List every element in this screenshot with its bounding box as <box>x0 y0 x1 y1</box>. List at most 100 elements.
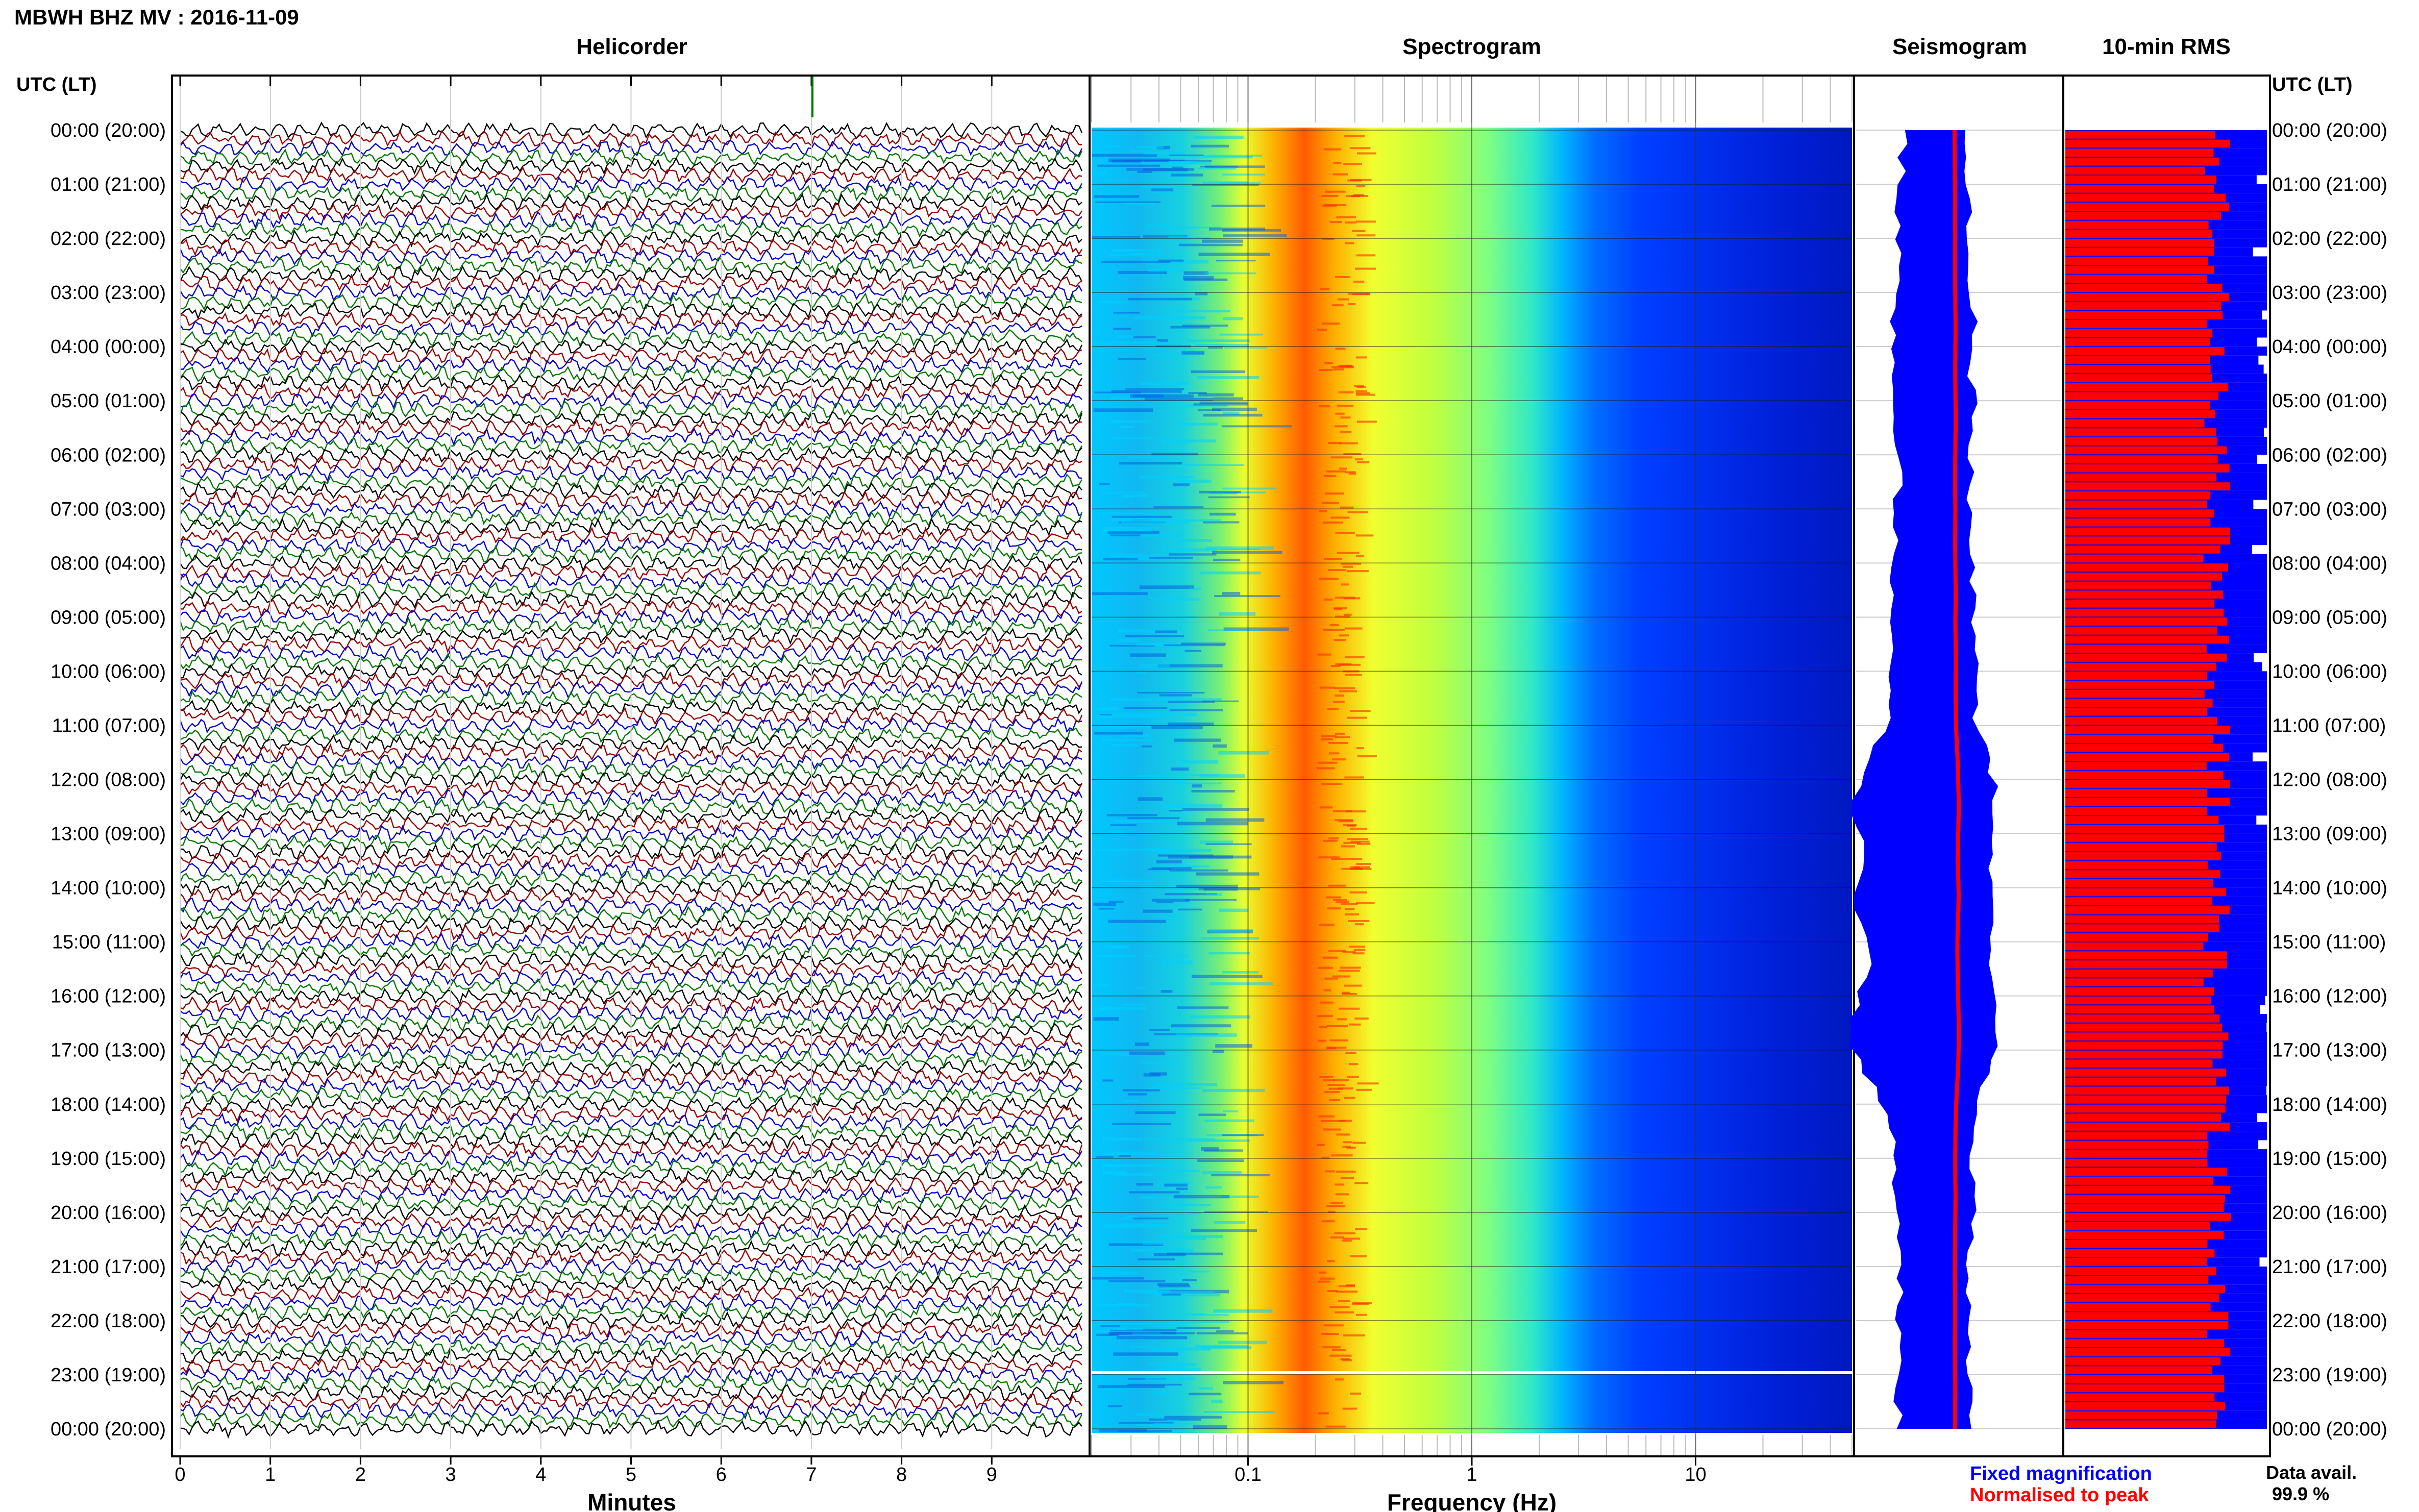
legend-normalised: Normalised to peak <box>1970 1484 2149 1506</box>
spectrogram-streak <box>1110 518 1131 522</box>
spectrogram-streak <box>1118 358 1146 360</box>
spectrogram-peak-streak <box>1349 1023 1361 1026</box>
time-label-left: 00:00 (20:00) <box>51 1419 166 1440</box>
spectrogram-streak <box>1127 817 1180 820</box>
seismogram-normalised-line <box>1953 130 1961 1429</box>
rms-bar-normalised <box>2065 942 2204 951</box>
time-label-right: 03:00 (23:00) <box>2272 282 2387 304</box>
spectrogram-peak-streak <box>1342 1407 1357 1410</box>
spectrogram-streak <box>1105 145 1120 147</box>
time-label-right: 10:00 (06:00) <box>2272 661 2387 682</box>
spectrogram-streak <box>1212 407 1257 411</box>
spectrogram-streak <box>1178 479 1212 483</box>
spectrogram-streak <box>1159 694 1192 697</box>
rms-bar-normalised <box>2065 518 2211 527</box>
spectrogram-peak-streak <box>1323 1324 1344 1327</box>
spectrogram-peak-streak <box>1337 405 1354 407</box>
spectrogram-streak <box>1161 439 1217 443</box>
spectrogram-peak-streak <box>1338 820 1354 823</box>
spectrogram-peak-streak <box>1322 1346 1341 1349</box>
spectrogram-streak <box>1191 1314 1229 1316</box>
spectrogram-streak <box>1171 767 1189 771</box>
spectrogram-streak <box>1187 339 1250 342</box>
spectrogram-streak <box>1212 551 1282 554</box>
spectrogram-streak <box>1193 1425 1227 1429</box>
spectrogram-peak-streak <box>1329 221 1342 224</box>
spectrogram-peak-streak <box>1318 1271 1327 1274</box>
spectrogram-streak <box>1215 1044 1252 1048</box>
spectrogram-peak-streak <box>1329 1354 1352 1357</box>
spectrogram-peak-streak <box>1329 1099 1341 1101</box>
spectrogram-peak-streak <box>1320 288 1330 290</box>
rms-bar-normalised <box>2065 879 2213 887</box>
rms-bar-normalised <box>2065 870 2220 878</box>
helicorder-tick-label: 9 <box>986 1464 997 1485</box>
rms-bar-normalised <box>2065 969 2213 978</box>
spectrogram-peak-streak <box>1347 511 1368 513</box>
time-label-right: 14:00 (10:00) <box>2272 878 2387 899</box>
spectrogram-peak-streak <box>1355 356 1367 359</box>
rms-bar-normalised <box>2065 662 2216 671</box>
rms-bar-normalised <box>2065 581 2211 590</box>
spectrogram-peak-streak <box>1330 516 1350 519</box>
spectrogram-streak <box>1095 707 1119 710</box>
spectrogram-peak-streak <box>1351 230 1366 232</box>
rms-bar-normalised <box>2065 1131 2207 1140</box>
spectrogram-streak <box>1098 512 1160 514</box>
spectrogram-peak-streak <box>1343 453 1362 455</box>
rms-bar-normalised <box>2065 1222 2210 1230</box>
rms-bar-normalised <box>2065 392 2219 401</box>
availability-value: 99.9 % <box>2272 1483 2329 1504</box>
spectrogram-peak-streak <box>1329 1039 1348 1042</box>
spectrogram-streak <box>1182 325 1228 327</box>
spectrogram-streak <box>1118 1422 1174 1424</box>
rms-bar-normalised <box>2065 1249 2215 1257</box>
time-label-left: 15:00 (11:00) <box>52 932 166 953</box>
spectrogram-streak <box>1222 173 1265 176</box>
spectrogram-streak <box>1159 1182 1189 1185</box>
spectrogram-peak-streak <box>1350 840 1370 843</box>
spectrogram-peak-streak <box>1339 663 1361 666</box>
spectrogram-streak <box>1112 712 1175 715</box>
spectrogram-peak-streak <box>1346 810 1366 813</box>
spectrogram-streak <box>1130 653 1166 657</box>
spectrogram-streak <box>1157 1235 1224 1238</box>
rms-bar-normalised <box>2065 1195 2225 1203</box>
spectrogram-peak-streak <box>1335 276 1350 278</box>
spectrogram-streak <box>1176 1187 1188 1191</box>
spectrogram-streak <box>1098 1384 1165 1389</box>
spectrogram-peak-streak <box>1317 329 1327 331</box>
spectrogram-streak <box>1183 271 1208 275</box>
spectrogram-streak <box>1108 1405 1122 1407</box>
spectrogram-peak-streak <box>1346 1146 1356 1149</box>
rms-bar-normalised <box>2065 654 2227 662</box>
spectrogram-peak-streak <box>1335 531 1355 534</box>
rms-bar-normalised <box>2065 906 2230 914</box>
spectrogram-streak <box>1157 854 1214 857</box>
helicorder-tick-label: 3 <box>446 1464 456 1485</box>
spectrogram-peak-streak <box>1323 1079 1335 1082</box>
spectrogram-streak <box>1173 782 1222 785</box>
spectrogram-streak <box>1117 335 1137 338</box>
time-label-left: 22:00 (18:00) <box>51 1310 166 1332</box>
spectrogram-peak-streak <box>1340 1358 1350 1360</box>
rms-bar-normalised <box>2065 689 2205 698</box>
spectrogram-streak <box>1098 714 1162 718</box>
spectrogram-streak <box>1213 744 1227 748</box>
spectrogram-streak <box>1144 347 1168 350</box>
spectrogram-peak-streak <box>1356 185 1366 187</box>
rms-bar-normalised <box>2065 1294 2219 1302</box>
spectrogram-peak-streak <box>1345 656 1365 659</box>
spectrogram-streak <box>1092 1277 1144 1280</box>
rms-bar-normalised <box>2065 816 2219 824</box>
spectrogram-peak-streak <box>1318 856 1340 859</box>
spectrogram-streak <box>1145 1376 1196 1380</box>
rms-bar-normalised <box>2065 933 2208 941</box>
spectrogram-streak <box>1118 629 1173 633</box>
spectrogram-streak <box>1180 760 1219 764</box>
spectrogram-streak <box>1106 1164 1120 1168</box>
spectrogram-peak-streak <box>1331 304 1344 307</box>
spectrogram-peak-streak <box>1333 810 1352 812</box>
rms-bar-normalised <box>2065 978 2204 986</box>
spectrogram-streak <box>1109 645 1155 647</box>
